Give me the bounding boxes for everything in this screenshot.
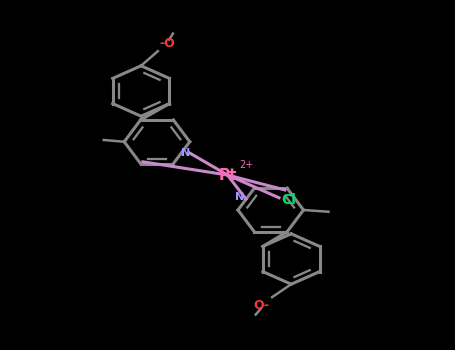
Text: N: N bbox=[235, 193, 245, 202]
Text: -O: -O bbox=[160, 36, 175, 50]
Text: Cl: Cl bbox=[282, 193, 296, 206]
Text: O-: O- bbox=[253, 299, 270, 312]
Text: 2+: 2+ bbox=[239, 160, 254, 170]
Text: Pt: Pt bbox=[218, 168, 237, 182]
Text: N: N bbox=[181, 148, 190, 158]
